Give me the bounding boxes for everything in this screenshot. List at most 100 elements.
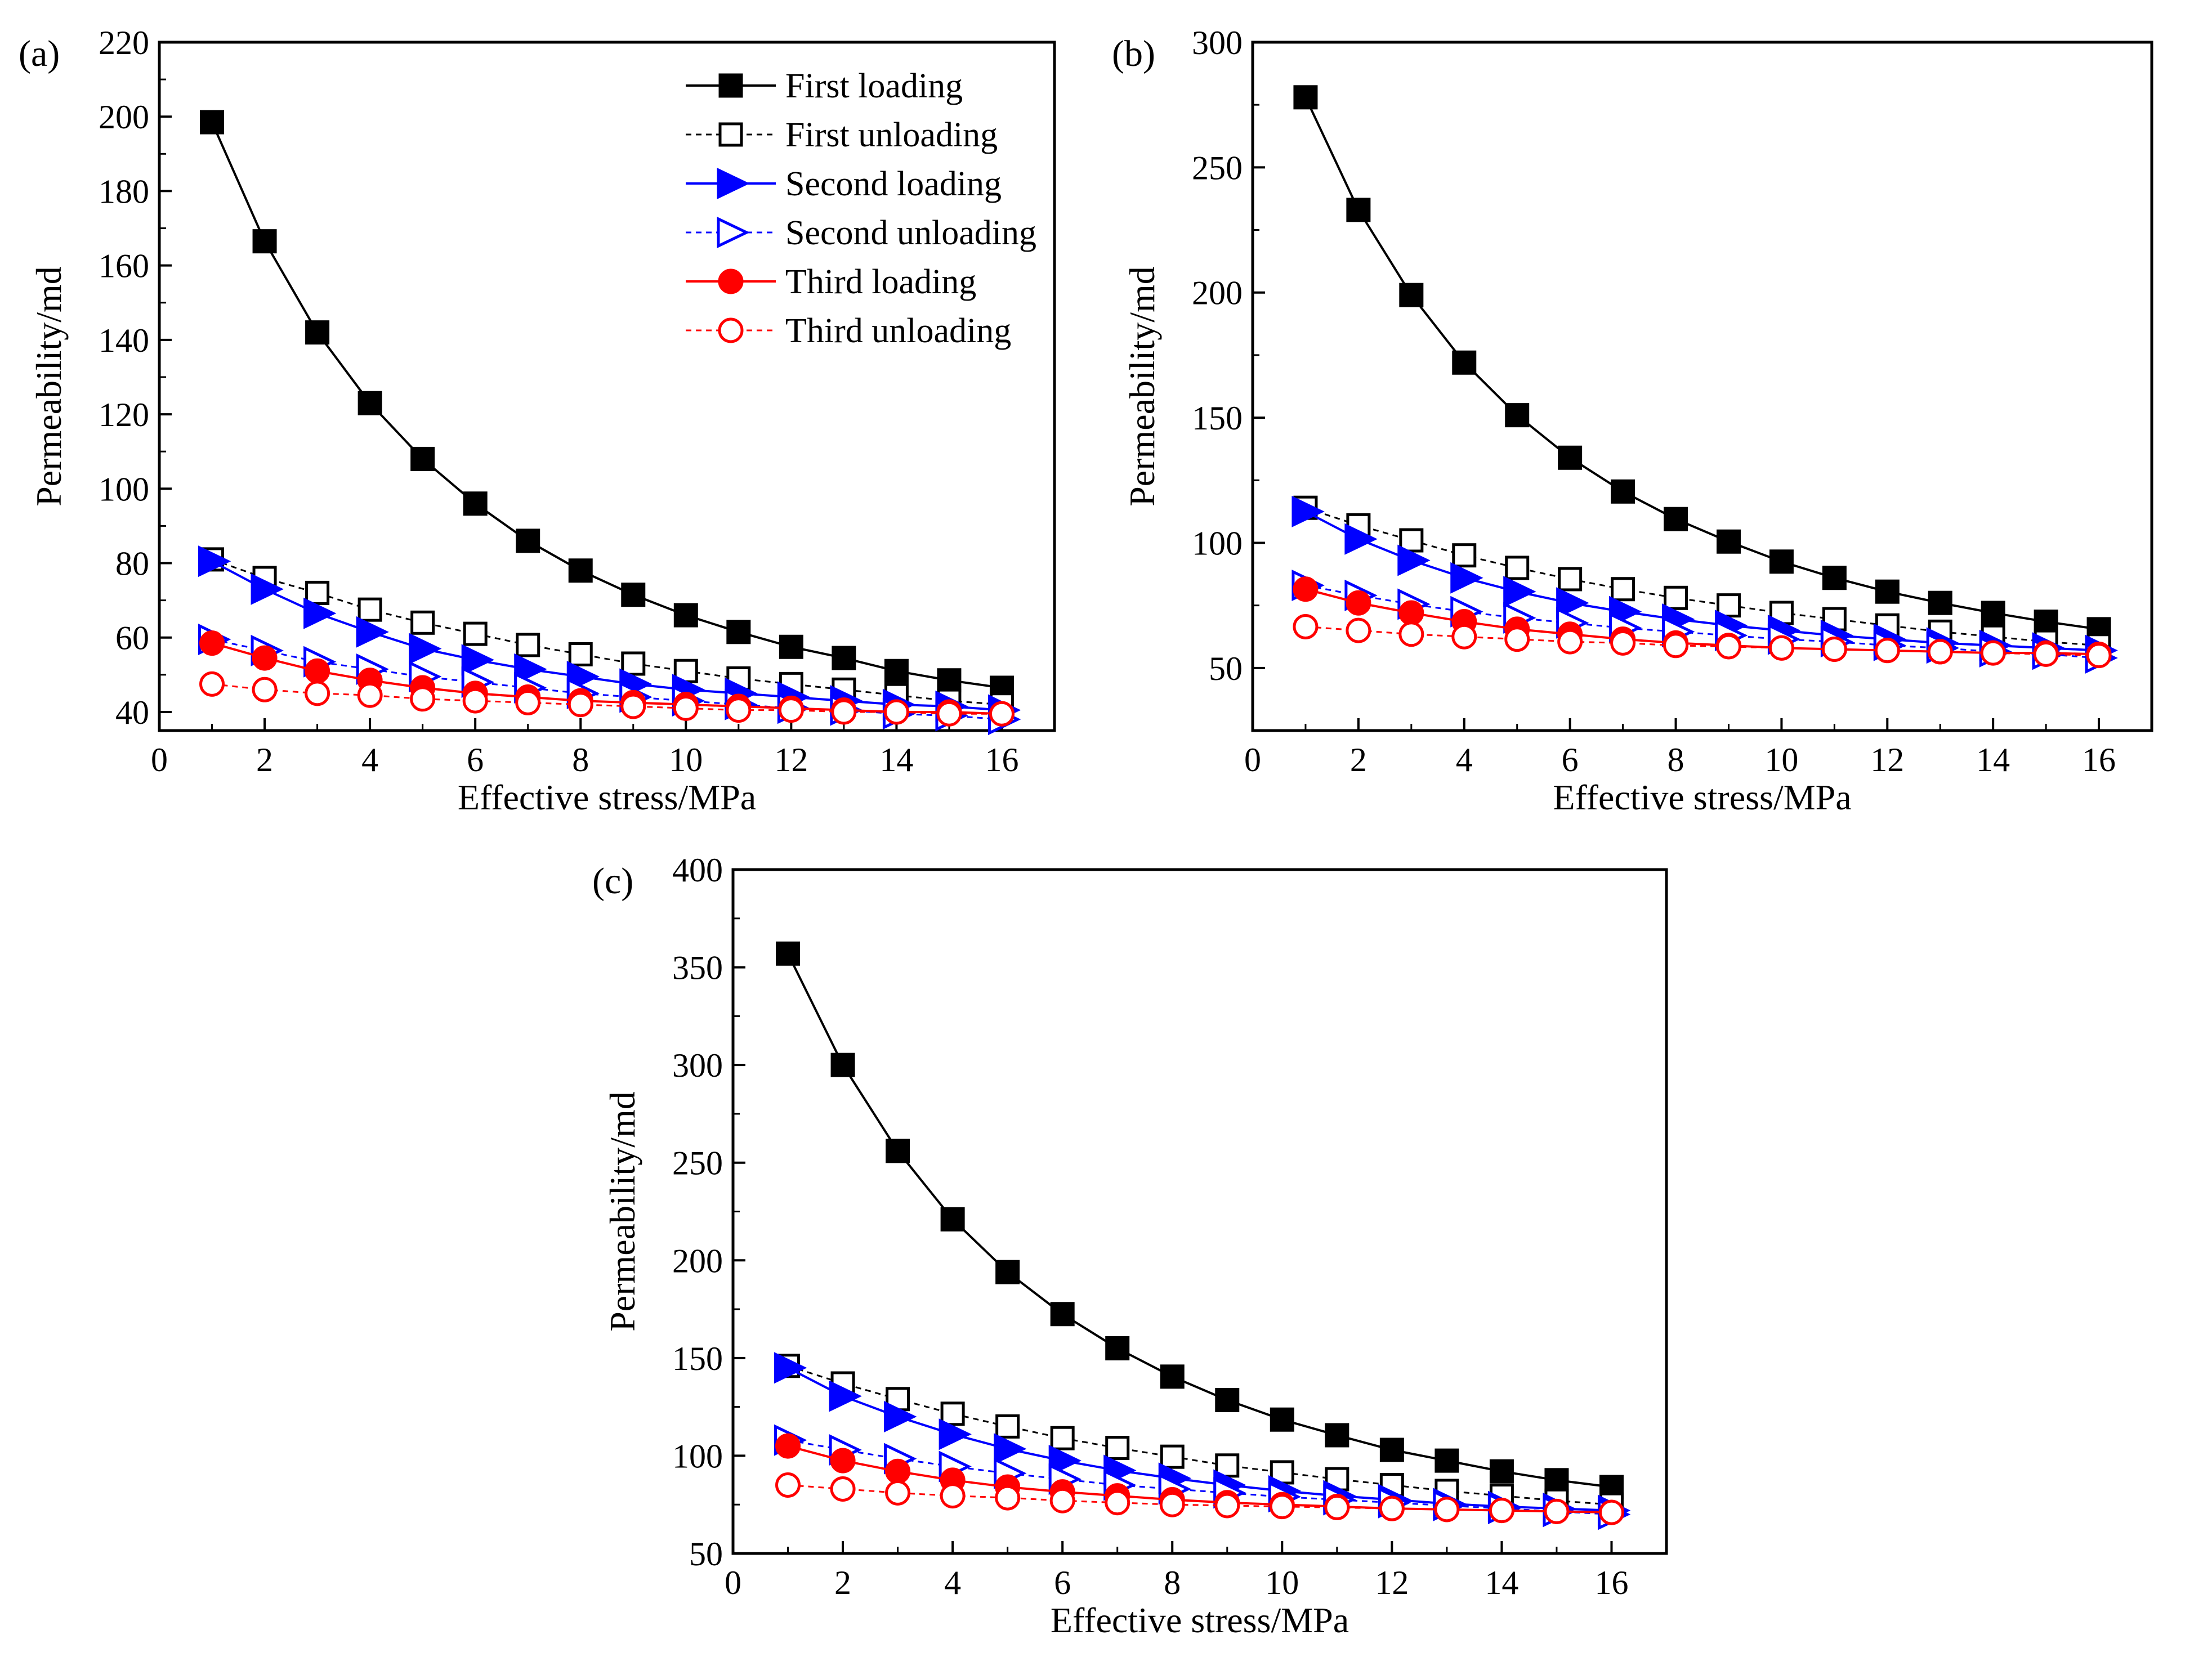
y-tick-label: 100: [99, 471, 149, 508]
series-third-unloading: [199, 671, 1015, 727]
data-point: [995, 1485, 1021, 1511]
x-tick-label: 6: [467, 741, 484, 778]
data-point: [305, 658, 330, 684]
data-point: [252, 677, 278, 702]
x-tick-label: 10: [1265, 1564, 1299, 1601]
data-point: [1346, 617, 1371, 643]
series-line: [1304, 96, 2099, 630]
data-point: [1049, 1488, 1075, 1513]
data-point: [885, 1480, 911, 1506]
legend-label: First loading: [785, 67, 963, 105]
data-point: [356, 616, 389, 648]
data-point: [1344, 523, 1378, 555]
y-tick-label: 200: [1192, 275, 1243, 312]
x-tick-label: 16: [985, 741, 1018, 778]
data-point: [462, 688, 488, 714]
data-point: [200, 110, 225, 135]
data-point: [1611, 577, 1635, 602]
data-point: [620, 693, 646, 719]
legend-label: Third unloading: [785, 312, 1011, 350]
data-point: [1504, 626, 1530, 652]
data-point: [514, 653, 547, 685]
panel-label: (a): [19, 33, 60, 74]
series-line: [1305, 510, 2099, 652]
data-point: [830, 1476, 856, 1502]
data-point: [463, 621, 488, 646]
x-tick-label: 6: [1054, 1564, 1071, 1601]
data-point: [1505, 556, 1530, 580]
data-point: [1293, 613, 1319, 639]
data-point: [358, 391, 382, 415]
data-point: [1105, 1490, 1130, 1516]
x-tick-label: 0: [151, 741, 168, 778]
data-point: [621, 651, 646, 676]
data-point: [515, 689, 541, 715]
x-tick-label: 14: [879, 741, 913, 778]
data-point: [940, 1483, 966, 1509]
data-point: [774, 1352, 807, 1384]
y-tick-label: 50: [1209, 650, 1243, 687]
data-point: [252, 229, 277, 254]
x-tick-label: 14: [1485, 1564, 1518, 1601]
data-point: [1664, 585, 1688, 610]
data-point: [886, 1387, 910, 1412]
data-point: [1716, 593, 1741, 618]
data-point: [1544, 1468, 1569, 1493]
series-line: [211, 560, 1002, 711]
data-point: [775, 1472, 801, 1498]
legend-entry-first-loading: First loading: [686, 67, 963, 105]
y-tick-label: 100: [672, 1437, 723, 1475]
data-point: [1927, 639, 1953, 665]
data-point: [779, 634, 803, 659]
data-point: [1505, 403, 1530, 428]
y-tick-label: 250: [672, 1145, 723, 1182]
legend-label: Third loading: [785, 263, 976, 301]
data-point: [2086, 643, 2112, 669]
data-point: [1557, 629, 1583, 655]
data-point: [886, 1139, 910, 1163]
x-tick-label: 16: [2082, 741, 2116, 778]
x-tick-label: 0: [1244, 741, 1261, 778]
y-axis-title: Permeability/md: [602, 1091, 642, 1332]
data-point: [463, 491, 488, 516]
plot-frame: [731, 868, 1668, 1555]
y-tick-label: 140: [99, 322, 149, 359]
data-point: [884, 659, 909, 683]
data-point: [829, 1380, 862, 1412]
data-point: [1292, 495, 1325, 527]
data-point: [1048, 1445, 1082, 1477]
data-point: [1768, 635, 1794, 661]
x-tick-label: 10: [1764, 741, 1798, 778]
y-tick-label: 350: [672, 950, 723, 987]
data-point: [937, 668, 962, 693]
series-line: [1305, 584, 2099, 659]
series-line: [1305, 507, 2099, 647]
data-point: [568, 558, 593, 583]
data-point: [673, 695, 699, 721]
data-point: [1397, 544, 1431, 576]
data-point: [994, 1433, 1027, 1465]
data-point: [357, 682, 383, 708]
data-point: [936, 701, 962, 727]
y-tick-label: 250: [1192, 149, 1243, 186]
x-tick-label: 10: [669, 741, 703, 778]
data-point: [567, 692, 593, 718]
data-point: [1215, 1387, 1240, 1412]
x-tick-label: 4: [1456, 741, 1473, 778]
data-point: [305, 320, 330, 345]
legend-entry-second-loading: Second loading: [686, 165, 1002, 203]
legend-label: Second unloading: [785, 214, 1036, 252]
data-point: [1610, 630, 1636, 656]
x-tick-label: 2: [256, 741, 273, 778]
data-point: [1105, 1436, 1130, 1461]
y-tick-label: 300: [672, 1047, 723, 1084]
x-tick-label: 12: [1870, 741, 1904, 778]
plot-frame: [158, 41, 1056, 732]
data-point: [252, 645, 278, 671]
data-point: [1452, 543, 1477, 568]
data-point: [410, 610, 435, 635]
data-point: [1769, 549, 1794, 574]
data-point: [1325, 1423, 1349, 1448]
data-point: [568, 642, 593, 666]
